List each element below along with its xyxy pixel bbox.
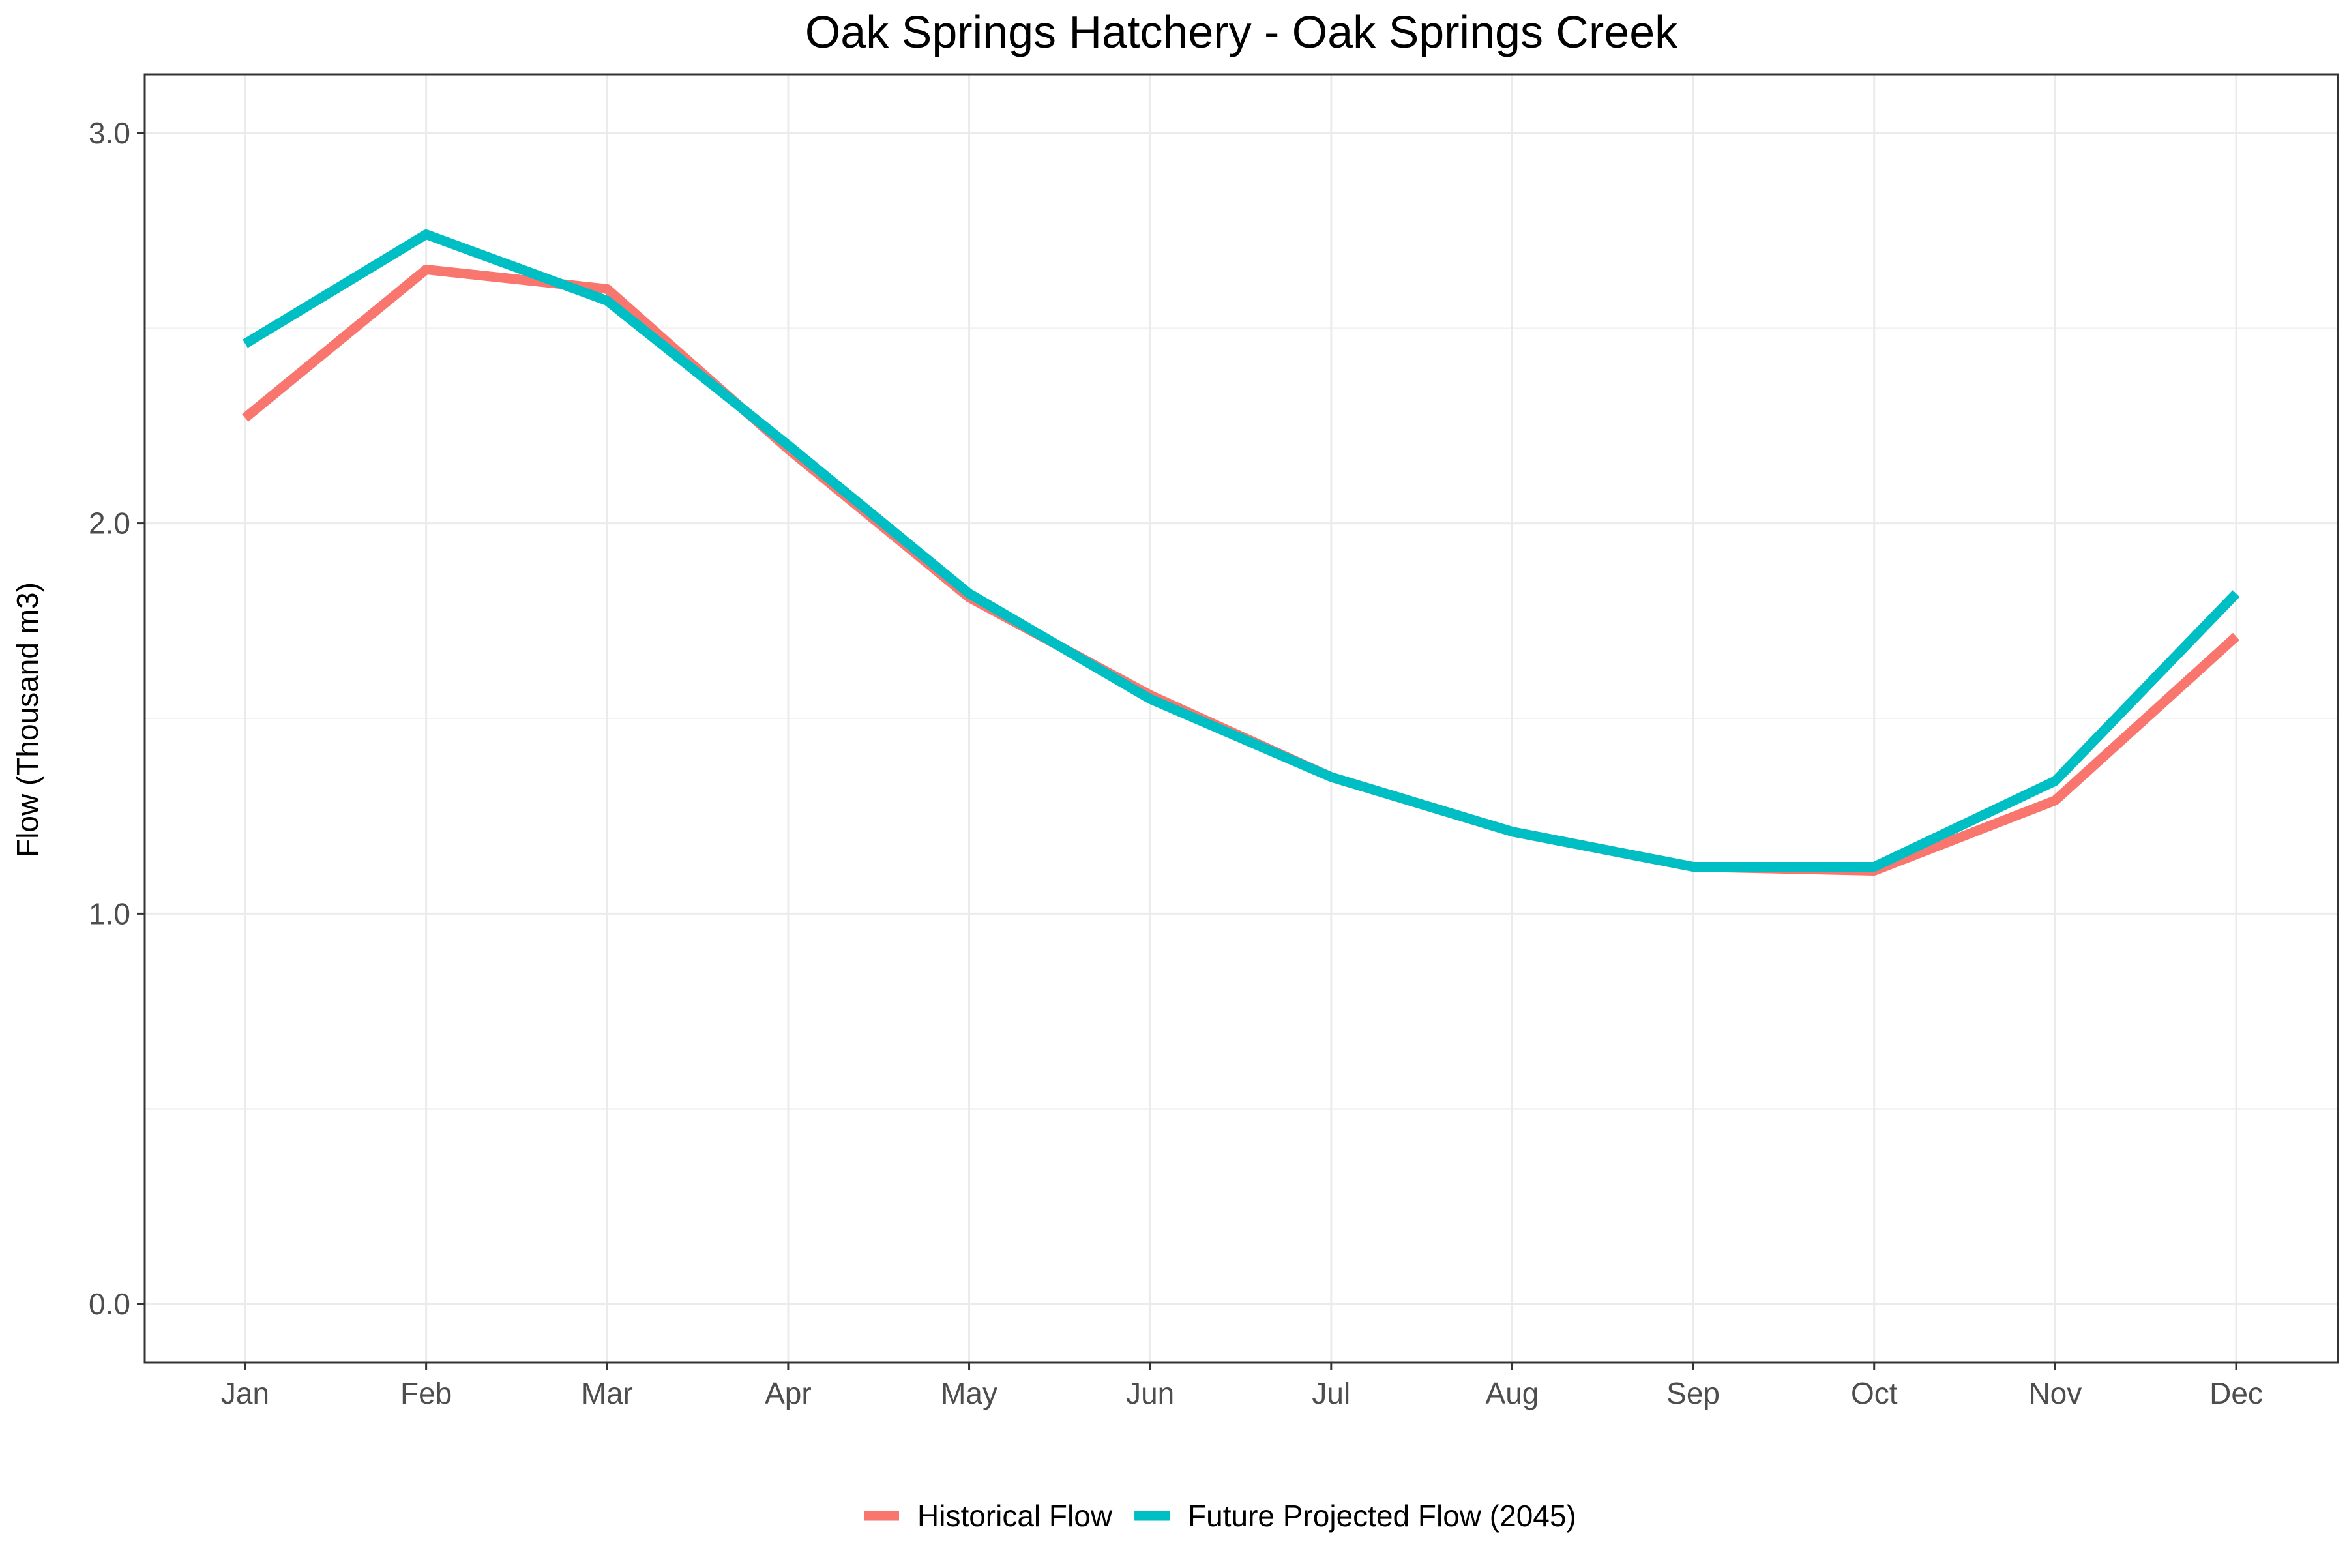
x-tick-label: Oct — [1851, 1376, 1898, 1410]
x-tick-label: Mar — [582, 1376, 633, 1410]
series-line-2 — [243, 229, 2240, 872]
legend-label-1: Historical Flow — [917, 1499, 1113, 1533]
plot-panel-border — [143, 73, 2339, 1364]
x-tick-label: Jul — [1312, 1376, 1350, 1410]
grid-lines — [145, 74, 2338, 1363]
y-tick-label: 3.0 — [89, 116, 130, 150]
y-tick-label: 2.0 — [89, 507, 130, 540]
x-tick-label: Apr — [765, 1376, 812, 1410]
y-tick-label: 1.0 — [89, 896, 130, 930]
x-tick-label: Aug — [1486, 1376, 1539, 1410]
axis-ticks: 0.0 1.0 2.0 3.0 Jan Feb Mar Apr May Jun Jul Aug Sep O… — [89, 116, 2263, 1410]
x-tick-label: Jun — [1126, 1376, 1174, 1410]
series-lines — [242, 229, 2240, 876]
x-tick-label: Sep — [1666, 1376, 1720, 1410]
legend: Historical Flow Future Projected Flow (20… — [864, 1499, 1576, 1533]
legend-label-2: Future Projected Flow (2045) — [1188, 1499, 1576, 1533]
x-tick-label: Dec — [2209, 1376, 2263, 1410]
x-tick-label: Jan — [221, 1376, 269, 1410]
chart-title: Oak Springs Hatchery - Oak Springs Creek — [805, 7, 1678, 57]
x-tick-label: Feb — [400, 1376, 452, 1410]
x-tick-label: May — [941, 1376, 997, 1410]
y-axis-label: Flow (Thousand m3) — [10, 582, 44, 857]
y-tick-label: 0.0 — [89, 1287, 130, 1321]
x-tick-label: Nov — [2028, 1376, 2082, 1410]
